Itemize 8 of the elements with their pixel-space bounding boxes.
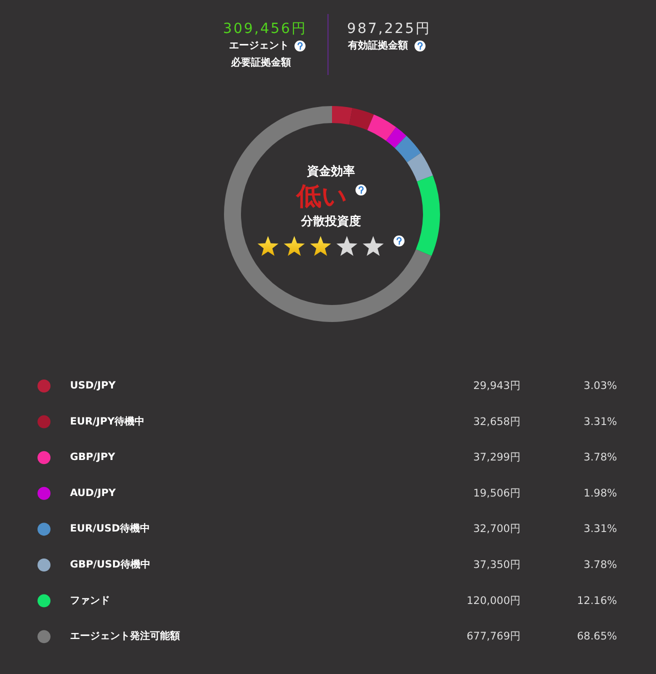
annotation: 309,456円 [223, 21, 307, 37]
annotation: 資金効率 [307, 164, 355, 178]
annotation: 有効証拠金額 [348, 40, 408, 52]
annotation: 分散投資度 [301, 214, 361, 228]
annotation: 低い [296, 182, 348, 210]
annotation: 987,225円 [347, 21, 431, 37]
annotation: 必要証拠金額 [231, 58, 291, 68]
annotation: エージェント [229, 40, 289, 52]
